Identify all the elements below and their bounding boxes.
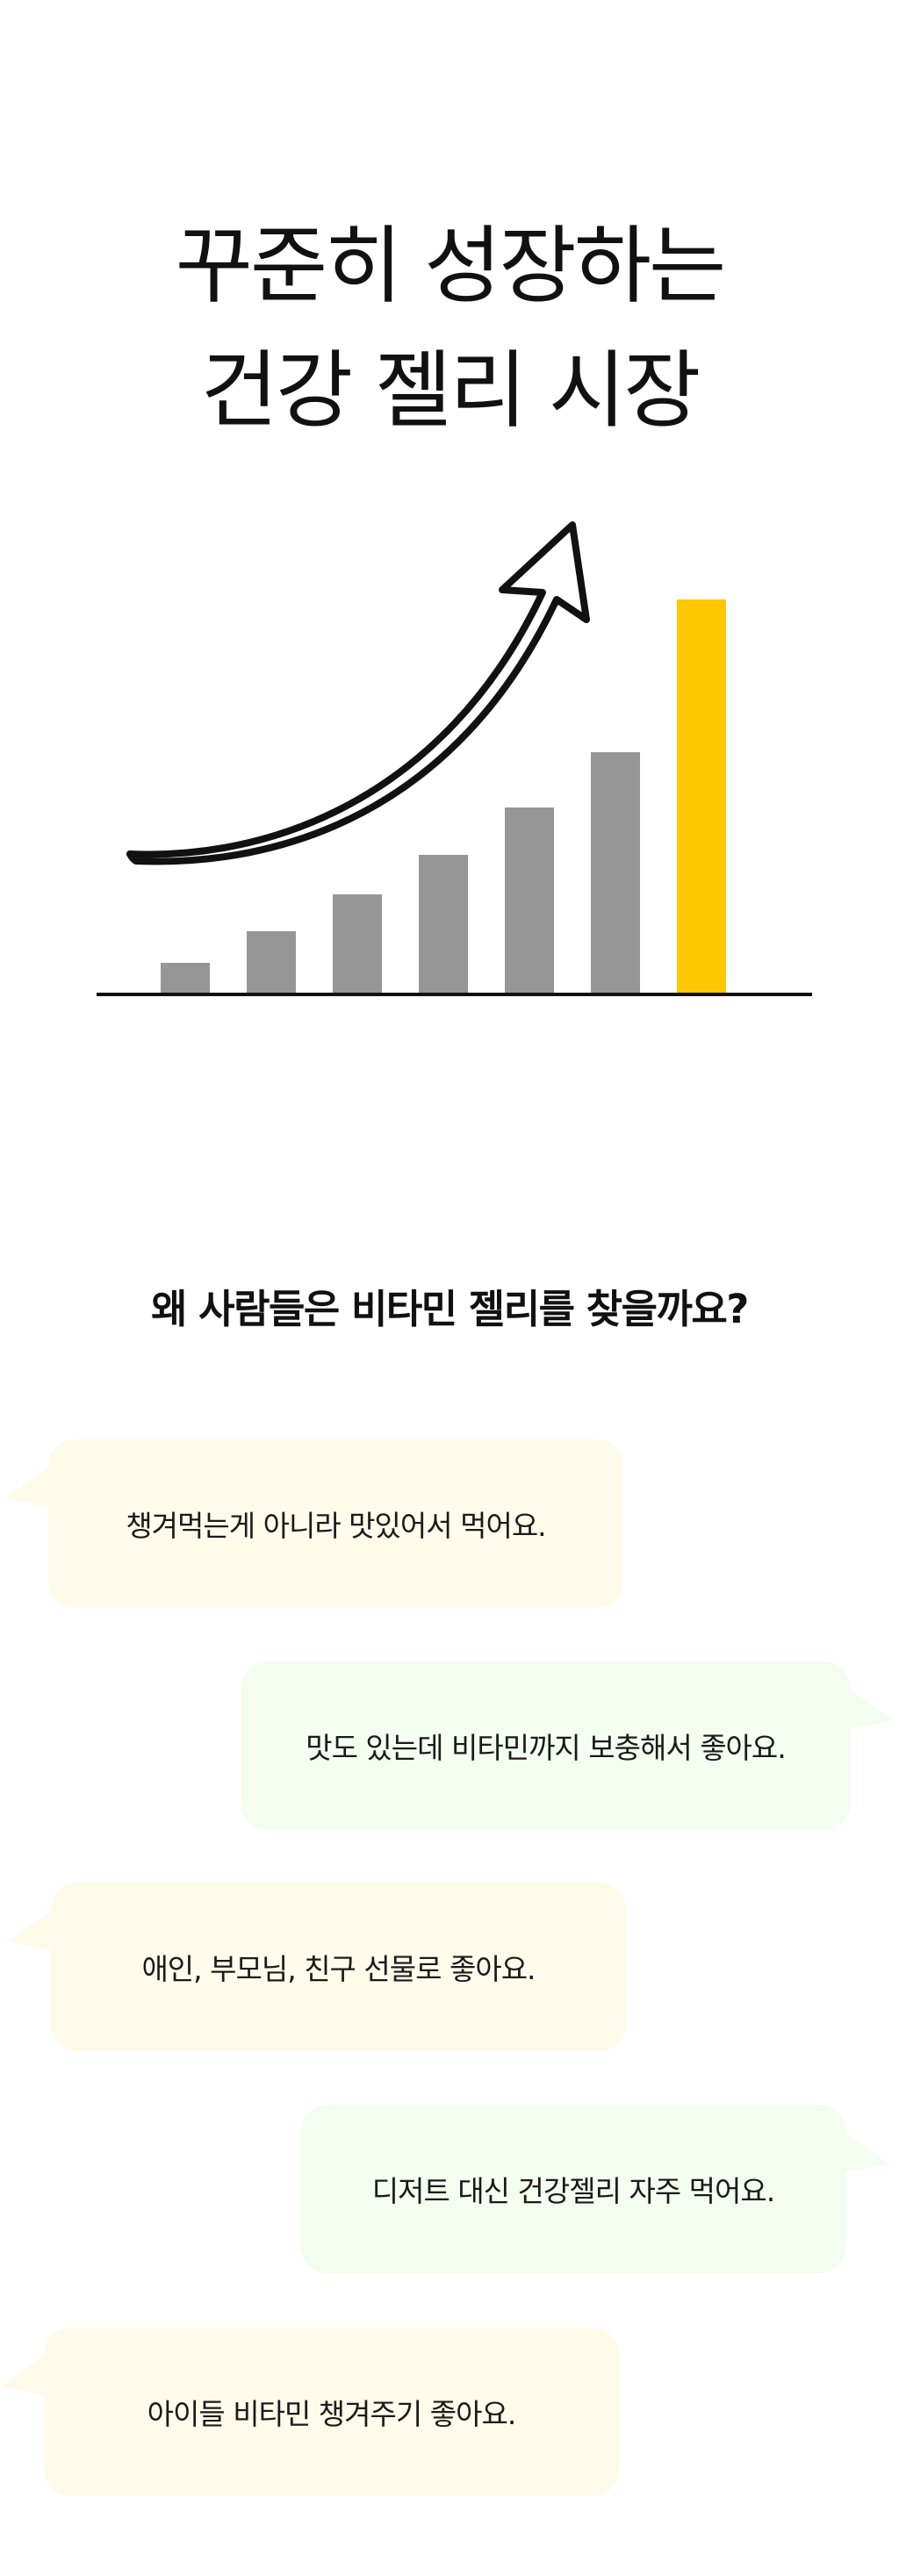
chart-bar bbox=[419, 855, 468, 994]
bubble-tail bbox=[0, 2348, 67, 2413]
testimonial-text: 맛도 있는데 비타민까지 보충해서 좋아요. bbox=[306, 1731, 787, 1765]
growth-chart-svg bbox=[97, 521, 812, 996]
chart-bar bbox=[333, 894, 382, 994]
section-question: 왜 사람들은 비타민 젤리를 찾을까요? bbox=[151, 1286, 749, 1333]
testimonial-text: 디저트 대신 건강젤리 자주 먹어요. bbox=[371, 2174, 775, 2208]
trend-arrow-icon bbox=[126, 521, 590, 865]
bars-group bbox=[161, 599, 726, 994]
bubble-tail bbox=[0, 1460, 71, 1525]
testimonial-bubble: 챙겨먹는게 아니라 맛있어서 먹어요. bbox=[0, 1439, 623, 1608]
testimonial-bubble: 디저트 대신 건강젤리 자주 먹어요. bbox=[301, 2105, 895, 2273]
title-line-2: 건강 젤리 시장 bbox=[200, 341, 701, 441]
page-title: 꾸준히 성장하는 건강 젤리 시장 bbox=[0, 204, 899, 453]
testimonial-bubble: 애인, 부모님, 친구 선물로 좋아요. bbox=[2, 1883, 626, 2051]
testimonial-text: 애인, 부모님, 친구 선물로 좋아요. bbox=[141, 1952, 536, 1986]
bubble-tail bbox=[2, 1903, 74, 1968]
testimonial-text: 아이들 비타민 챙겨주기 좋아요. bbox=[147, 2397, 517, 2431]
testimonial-bubble: 아이들 비타민 챙겨주기 좋아요. bbox=[0, 2328, 619, 2496]
testimonial-bubble: 맛도 있는데 비타민까지 보충해서 좋아요. bbox=[241, 1661, 899, 1830]
growth-chart bbox=[0, 492, 899, 1018]
title-line-1: 꾸준히 성장하는 bbox=[175, 217, 727, 316]
bubble-tail bbox=[823, 2125, 895, 2190]
chart-bar bbox=[247, 931, 296, 994]
chart-bar bbox=[591, 752, 640, 994]
highlight-bar bbox=[677, 599, 726, 994]
chart-bar bbox=[161, 963, 210, 994]
chart-bar bbox=[505, 807, 554, 994]
testimonial-text: 챙겨먹는게 아니라 맛있어서 먹어요. bbox=[126, 1509, 546, 1543]
bubble-tail bbox=[827, 1682, 899, 1747]
